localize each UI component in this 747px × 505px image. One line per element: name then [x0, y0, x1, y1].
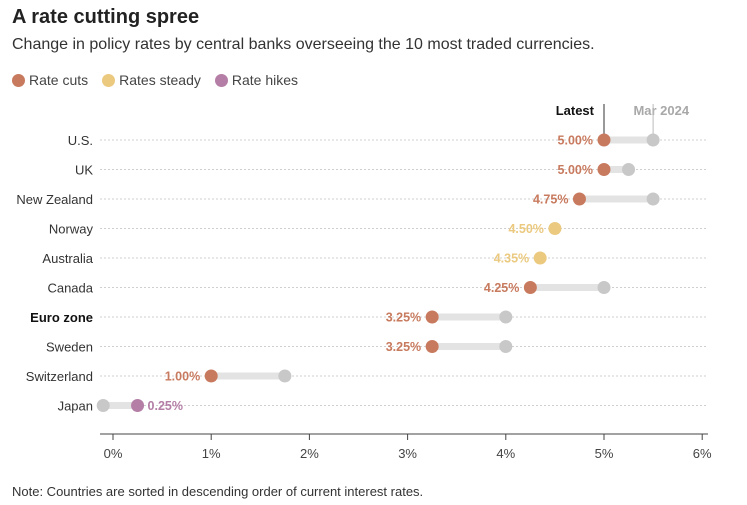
chart-note: Note: Countries are sorted in descending…: [12, 484, 424, 499]
previous-rate-dot: [597, 281, 611, 294]
previous-rate-dot: [499, 310, 513, 324]
x-tick-label: 3%: [398, 446, 417, 461]
category-label: Euro zone: [30, 310, 93, 325]
previous-rate-dot: [622, 163, 636, 176]
category-label: Switzerland: [26, 369, 93, 384]
legend-label-cuts: Rate cuts: [29, 72, 89, 88]
value-label: 4.25%: [484, 281, 519, 295]
x-tick-label: 1%: [202, 446, 221, 461]
x-tick-label: 6%: [693, 446, 712, 461]
category-label: Sweden: [46, 340, 93, 355]
value-label: 4.35%: [494, 252, 529, 266]
category-label: Norway: [49, 222, 94, 237]
previous-rate-dot: [646, 133, 660, 147]
previous-rate-dot: [646, 192, 660, 206]
value-label: 5.00%: [558, 134, 593, 148]
legend-item-cuts: Rate cuts: [12, 72, 88, 88]
x-tick-label: 4%: [496, 446, 515, 461]
latest-rate-dot: [523, 281, 537, 294]
value-label: 5.00%: [558, 163, 593, 177]
previous-rate-dot: [499, 340, 513, 353]
x-tick-label: 2%: [300, 446, 319, 461]
category-label: New Zealand: [16, 192, 93, 207]
legend-swatch-hikes: [214, 73, 228, 87]
header-previous: Mar 2024: [633, 103, 689, 118]
legend-item-hikes: Rate hikes: [214, 72, 299, 88]
category-label: Canada: [47, 281, 93, 296]
category-label: UK: [75, 163, 93, 178]
legend-swatch-cuts: [12, 73, 25, 87]
latest-rate-dot: [572, 192, 586, 206]
chart-subtitle: Change in policy rates by central banks …: [12, 36, 595, 53]
latest-rate-dot: [131, 399, 145, 412]
legend-swatch-steady: [102, 73, 116, 87]
latest-rate-dot: [548, 222, 562, 235]
latest-rate-dot: [204, 369, 218, 383]
latest-rate-dot: [425, 340, 439, 353]
value-label: 3.25%: [386, 311, 421, 325]
category-label: Japan: [58, 399, 93, 414]
legend-label-steady: Rates steady: [119, 72, 201, 88]
value-label: 4.50%: [508, 222, 543, 236]
chart-title: A rate cutting spree: [12, 6, 200, 28]
category-label: Australia: [42, 251, 93, 266]
x-tick-label: 5%: [595, 446, 614, 461]
previous-rate-dot: [96, 399, 110, 412]
value-label: 0.25%: [148, 399, 183, 413]
latest-rate-dot: [425, 310, 439, 324]
legend: Rate cuts Rates steady Rate hikes: [12, 72, 298, 88]
latest-rate-dot: [597, 133, 611, 147]
value-label: 3.25%: [386, 340, 421, 354]
value-label: 1.00%: [165, 370, 200, 384]
category-label: U.S.: [68, 133, 93, 148]
x-tick-label: 0%: [104, 446, 123, 461]
legend-item-steady: Rates steady: [102, 72, 201, 88]
previous-rate-dot: [278, 369, 292, 383]
latest-rate-dot: [533, 251, 547, 265]
value-label: 4.75%: [533, 193, 568, 207]
header-latest: Latest: [556, 103, 595, 118]
latest-rate-dot: [597, 163, 611, 176]
legend-label-hikes: Rate hikes: [231, 72, 299, 88]
